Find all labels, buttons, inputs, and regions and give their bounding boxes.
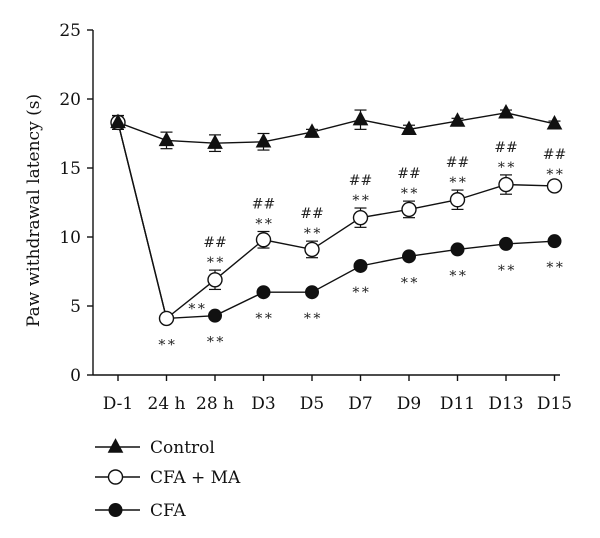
x-tick-label: D3 [251,394,275,414]
data-point [208,308,222,323]
significance-stars: ∗∗ [205,252,224,268]
significance-hash: ## [397,166,420,182]
x-tick-label: D9 [397,394,421,414]
data-point [401,201,417,218]
data-point [304,241,320,258]
significance-stars: ∗∗ [254,308,273,324]
x-tick-label: D7 [348,394,372,414]
legend: Control CFA + MA CFA [95,438,241,521]
data-point [498,103,514,119]
legend-marker [107,469,124,485]
y-axis-title: Paw withdrawal latency (s) [24,94,44,327]
data-point [402,249,416,264]
data-point [207,134,223,149]
significance-hash: ## [252,196,275,212]
significance-stars: ∗∗ [399,183,418,199]
series-line-control [117,112,555,144]
legend-item-control: Control [95,438,215,458]
series-line-cfa [117,122,555,320]
axes: 0 5 10 15 20 25 D-1 24 h 28 h D3 D5 D7 D9 D11 D13 D15 Pa… [24,21,572,414]
significance-hash: ## [349,173,372,189]
legend-label: CFA [150,501,186,521]
data-point [498,176,514,193]
significance-stars: ∗∗ [187,298,206,314]
legend-marker [108,503,123,517]
data-point [546,114,563,130]
y-tick-label: 10 [59,228,81,248]
data-point [256,285,271,300]
significance-hash: ## [203,235,226,251]
data-point [304,123,320,138]
data-point [110,113,126,129]
y-tick-label: 0 [70,366,81,386]
significance-stars: ∗∗ [254,213,273,229]
legend-marker [107,438,124,453]
data-point [450,242,465,257]
annotations: ∗∗∗∗##∗∗##∗∗##∗∗##∗∗## ∗∗## ∗∗##∗∗##∗∗ ∗∗∗∗… [157,140,566,351]
x-tick-label: 28 h [196,394,234,414]
series-layer [110,103,563,327]
series-cfa [112,114,561,322]
x-tick-label: D15 [537,394,572,414]
significance-stars: ∗∗ [545,257,564,273]
data-point [499,236,513,251]
x-tick-label: D5 [300,394,324,414]
y-tick-label: 15 [59,159,81,179]
series-control [112,109,561,153]
y-tick-label: 20 [59,90,81,110]
significance-hash: ## [300,206,323,222]
data-point [255,232,272,248]
significance-stars: ∗∗ [399,272,418,288]
x-tick-label: D13 [488,394,523,414]
significance-hash: ## [543,147,566,163]
data-point [353,258,368,273]
legend-item-cfa: CFA [95,501,186,521]
data-point [546,178,563,194]
x-tick-label: D-1 [103,394,134,414]
significance-stars: ∗∗ [351,190,370,206]
x-tick-label: 24 h [148,394,186,414]
data-point [547,234,562,249]
data-point [449,192,466,208]
significance-stars: ∗∗ [157,334,176,350]
significance-stars: ∗∗ [496,157,515,173]
legend-item-cfa-ma: CFA + MA [95,468,241,488]
significance-stars: ∗∗ [302,308,321,324]
significance-stars: ∗∗ [302,223,321,239]
x-tick-label: D11 [440,394,475,414]
significance-stars: ∗∗ [448,265,467,281]
data-point [158,131,175,147]
data-point [305,285,319,300]
data-point [352,110,369,126]
significance-stars: ∗∗ [205,332,224,348]
legend-label: CFA + MA [150,468,241,488]
legend-label: Control [150,438,215,458]
data-point [449,112,466,127]
data-point [207,272,223,288]
data-point [352,209,369,226]
y-tick-label: 25 [59,21,81,41]
significance-stars: ∗∗ [351,282,370,298]
significance-hash: ## [446,155,469,171]
data-point [158,310,175,327]
significance-stars: ∗∗ [545,164,564,180]
y-tick-label: 5 [70,297,81,317]
significance-hash: ## [494,140,517,156]
data-point [401,120,417,136]
significance-stars: ∗∗ [448,172,467,188]
series-cfa-ma [112,114,561,322]
significance-stars: ∗∗ [496,260,515,276]
data-point [255,132,272,148]
series-line-cfa-ma [117,122,555,320]
